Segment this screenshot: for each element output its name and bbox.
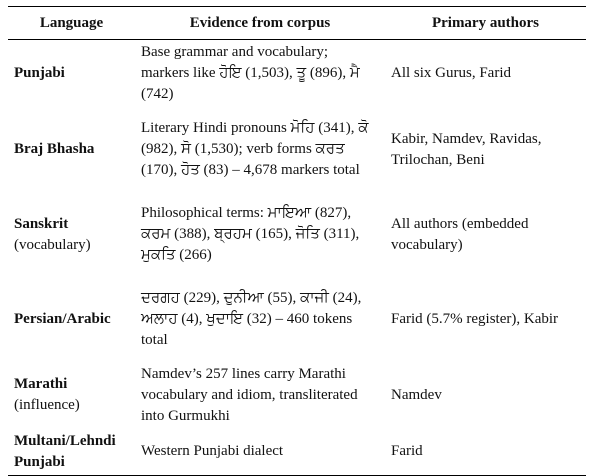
evidence-cell: Namdev’s 257 lines carry Marathi vocabul… bbox=[141, 365, 358, 424]
language-cell: Sanskrit (vocabulary) bbox=[8, 192, 135, 278]
language-cell: Marathi (influence) bbox=[8, 362, 135, 429]
evidence-cell: Philosophical terms: ਮਾਇਆ (827), ਕਰਮ (38… bbox=[141, 205, 360, 263]
language-note: (influence) bbox=[14, 397, 80, 413]
header-row: Language Evidence from corpus Primary au… bbox=[8, 6, 586, 40]
table-body: Punjabi Base grammar and vocabulary; mark… bbox=[8, 40, 586, 476]
header-cell: Evidence from corpus bbox=[189, 14, 331, 31]
language-name: Marathi bbox=[14, 376, 68, 392]
language-name: Multani/Lehndi Punjabi bbox=[14, 432, 116, 470]
language-name: Persian/Arabic bbox=[14, 311, 111, 327]
authors-cell: Kabir, Namdev, Ravidas, Trilochan, Beni bbox=[391, 130, 542, 168]
language-name: Braj Bhasha bbox=[14, 141, 95, 157]
table-header: Language Evidence from corpus Primary au… bbox=[8, 6, 586, 40]
language-cell: Punjabi bbox=[8, 40, 135, 108]
table-row: Marathi (influence) Namdev’s 257 lines car… bbox=[8, 362, 586, 429]
evidence-cell: Literary Hindi pronouns ਮੋਹਿ (341), ਕੋ (… bbox=[141, 120, 369, 178]
header-cell: Language bbox=[39, 14, 104, 31]
authors-cell: Namdev bbox=[391, 386, 442, 403]
table-row: Punjabi Base grammar and vocabulary; mark… bbox=[8, 40, 586, 108]
authors-cell: All six Gurus, Farid bbox=[391, 65, 511, 82]
language-cell: Persian/Arabic bbox=[8, 278, 135, 362]
authors-cell: Farid bbox=[391, 443, 423, 459]
authors-cell: All authors (embedded vocabulary) bbox=[391, 215, 529, 253]
evidence-cell: Base grammar and vocabulary; markers lik… bbox=[141, 44, 360, 103]
header-cell: Primary authors bbox=[431, 14, 540, 31]
language-name: Punjabi bbox=[14, 65, 65, 82]
table-row: Persian/Arabic ਦਰਗਹ (229), ਦੁਨੀਆ (55), ਕਾ… bbox=[8, 278, 586, 362]
language-note: (vocabulary) bbox=[14, 236, 91, 253]
evidence-cell: Western Punjabi dialect bbox=[141, 443, 284, 459]
table-row: Sanskrit (vocabulary) Philosophical terms:… bbox=[8, 192, 586, 278]
language-name: Sanskrit bbox=[14, 215, 69, 232]
table-row: Multani/Lehndi Punjabi Western Punjabi di… bbox=[8, 429, 586, 476]
authors-cell: Farid (5.7% register), Kabir bbox=[391, 311, 559, 327]
table-row: Braj Bhasha Literary Hindi pronouns ਮੋਹਿ … bbox=[8, 108, 586, 192]
evidence-cell: ਦਰਗਹ (229), ਦੁਨੀਆ (55), ਕਾਜੀ (24), ਅਲਾਹ … bbox=[141, 290, 362, 348]
language-cell: Multani/Lehndi Punjabi bbox=[8, 429, 135, 476]
language-cell: Braj Bhasha bbox=[8, 108, 135, 192]
language-table: Language Evidence from corpus Primary au… bbox=[8, 6, 586, 476]
